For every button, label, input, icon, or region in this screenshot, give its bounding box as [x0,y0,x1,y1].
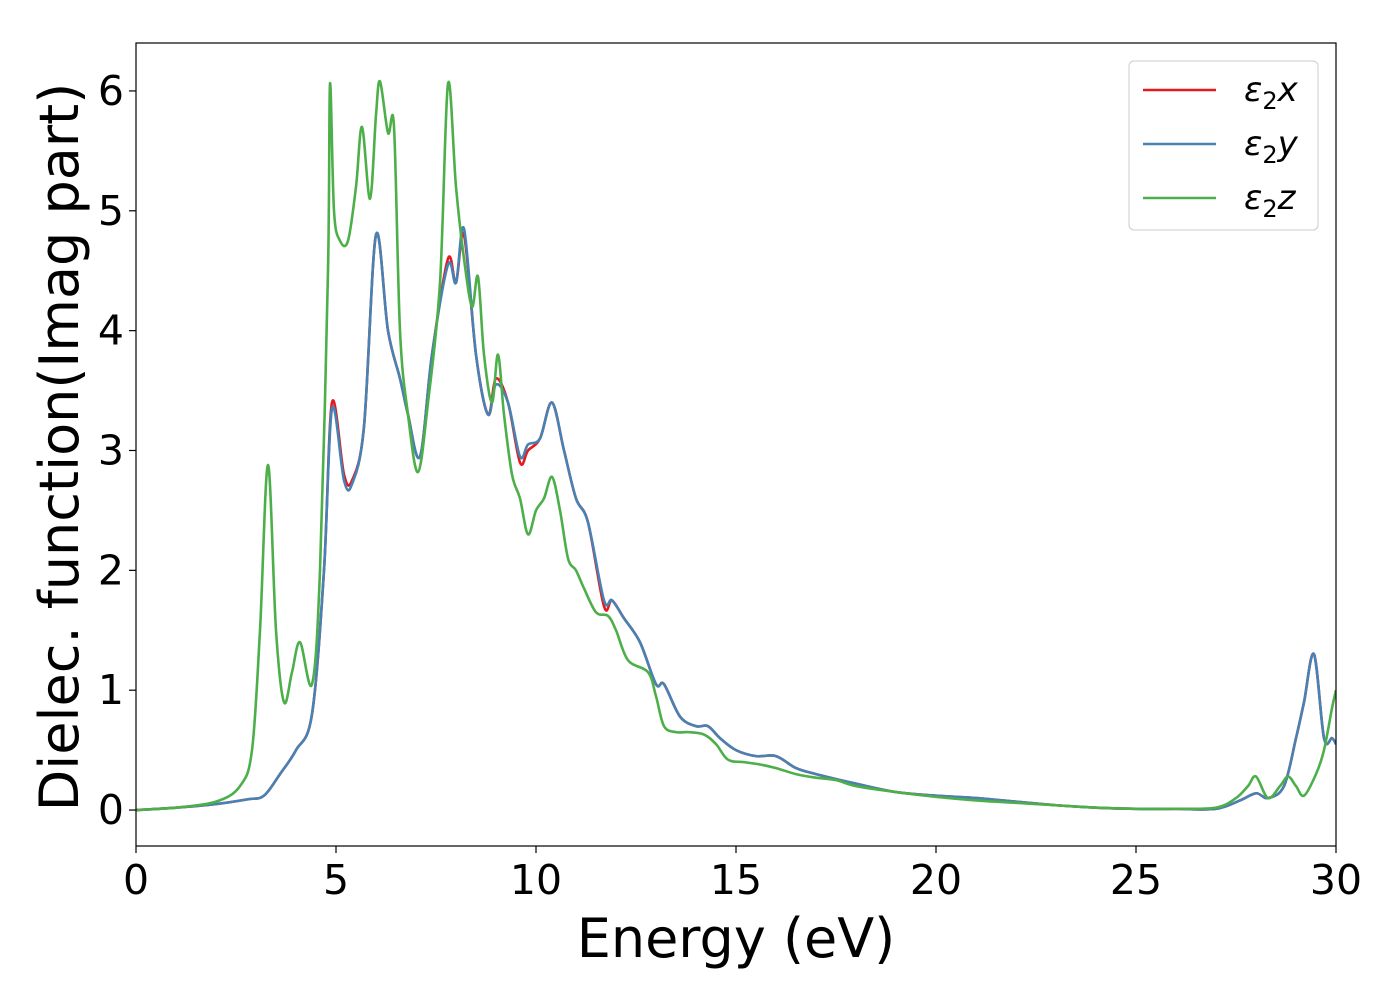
x-axis-label: Energy (eV) [577,907,896,970]
legend-box [1128,60,1319,231]
y-tick-label: 6 [98,67,124,115]
x-tick-label: 0 [123,856,149,904]
y-tick-label: 5 [98,187,124,235]
y-axis-label: Dielec. function(Imag part) [28,83,91,812]
y-tick-label: 4 [98,307,124,355]
x-tick-label: 10 [510,856,562,904]
y-tick-label: 1 [98,666,124,714]
x-tick-label: 5 [323,856,349,904]
series-layer [136,79,1336,812]
series-line-x [136,231,1336,812]
x-axis: 0 5 10 15 20 25 30 [123,846,1362,904]
series-line-y [136,225,1336,812]
x-tick-label: 15 [710,856,762,904]
y-tick-label: 2 [98,546,124,594]
series-line-z [136,79,1336,812]
x-tick-label: 30 [1310,856,1362,904]
legend: ε2x ε2y ε2z [1128,60,1319,231]
x-tick-label: 20 [910,856,962,904]
legend-label-z: ε2z [1244,178,1297,223]
y-axis: 0 1 2 3 4 5 6 [98,67,136,834]
y-tick-label: 3 [98,426,124,474]
x-tick-label: 25 [1110,856,1162,904]
legend-label-y: ε2y [1244,124,1299,169]
legend-label-x: ε2x [1244,70,1299,115]
y-tick-label: 0 [98,786,124,834]
